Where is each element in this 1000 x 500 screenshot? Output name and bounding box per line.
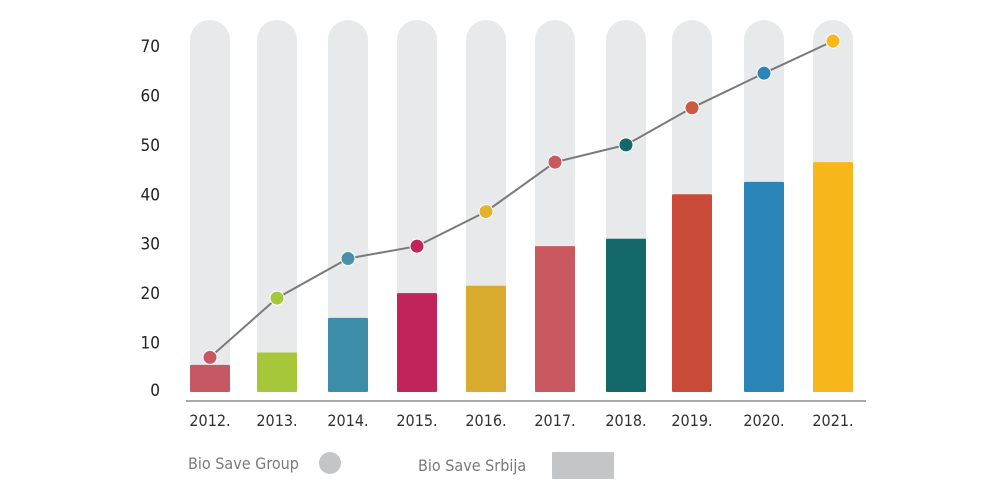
bar-2017 xyxy=(535,246,575,392)
bar-2013 xyxy=(257,352,297,392)
y-tick-label: 20 xyxy=(141,284,160,304)
point-2012 xyxy=(202,349,218,365)
x-tick-label: 2020. xyxy=(743,411,784,430)
point-2016 xyxy=(478,204,494,220)
x-tick-label: 2012. xyxy=(189,411,230,430)
bar-2015 xyxy=(397,293,437,392)
point-2017 xyxy=(547,154,563,170)
bar-2014 xyxy=(328,317,368,392)
x-tick-label: 2014. xyxy=(327,411,368,430)
y-tick-label: 40 xyxy=(141,185,160,205)
legend-label-srbija: Bio Save Srbija xyxy=(418,456,527,475)
x-tick-label: 2015. xyxy=(396,411,437,430)
x-tick-label: 2021. xyxy=(812,411,853,430)
point-2014 xyxy=(340,251,356,267)
y-tick-label: 60 xyxy=(141,86,160,106)
y-tick-label: 30 xyxy=(141,235,160,255)
point-2020 xyxy=(756,65,772,81)
y-tick-label: 0 xyxy=(150,381,160,401)
bar-2020 xyxy=(744,181,784,392)
bar-2021 xyxy=(813,162,853,392)
bar-2018 xyxy=(606,238,646,392)
point-2019 xyxy=(684,100,700,116)
point-2018 xyxy=(618,137,634,153)
legend-circle-marker xyxy=(318,452,341,474)
y-tick-label: 50 xyxy=(141,136,160,156)
background-pill xyxy=(328,20,368,392)
point-2013 xyxy=(269,290,285,306)
y-tick-label: 10 xyxy=(141,334,160,354)
background-pill xyxy=(257,20,297,392)
x-tick-label: 2019. xyxy=(671,411,712,430)
legend-label-group: Bio Save Group xyxy=(188,453,299,473)
line-bio-save-group xyxy=(209,40,834,359)
legend-item-group: Bio Save Group xyxy=(188,452,341,474)
x-tick-label: 2018. xyxy=(605,411,646,430)
bar-2012 xyxy=(190,364,230,392)
y-tick-label: 70 xyxy=(141,37,160,57)
x-tick-label: 2017. xyxy=(534,411,575,430)
x-tick-label: 2016. xyxy=(465,411,506,430)
background-pill xyxy=(190,20,230,392)
bar-2019 xyxy=(672,194,712,392)
legend-item-srbija: Bio Save Srbija xyxy=(418,452,615,479)
x-tick-label: 2013. xyxy=(256,411,297,430)
chart: 0 10 20 30 40 50 60 70 2012. 2013. 2014. 2015. 2016.… xyxy=(141,20,866,430)
bar-2016 xyxy=(466,285,506,392)
point-2015 xyxy=(409,238,425,254)
legend-rect-marker xyxy=(552,452,615,479)
point-2021 xyxy=(825,33,841,49)
